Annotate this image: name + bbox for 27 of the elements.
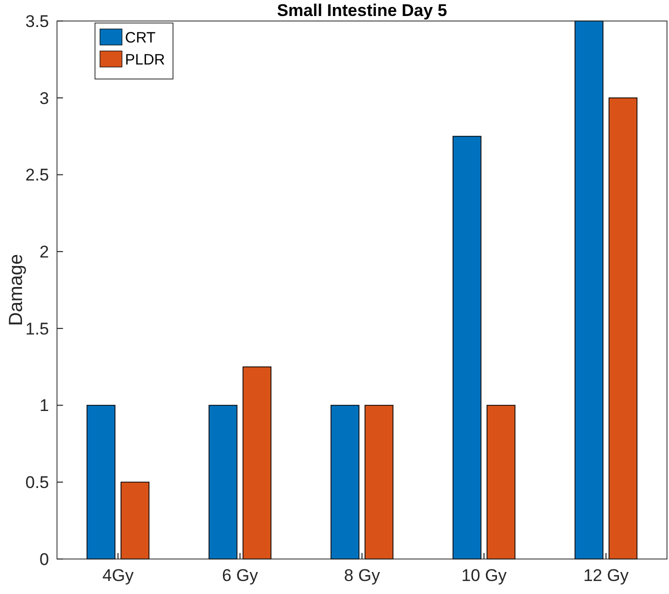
chart-title: Small Intestine Day 5 bbox=[276, 1, 448, 20]
x-tick-label: 6 Gy bbox=[222, 566, 258, 585]
bar bbox=[452, 136, 482, 560]
bar bbox=[486, 404, 516, 560]
y-tick-label: 0.5 bbox=[25, 473, 49, 492]
bar bbox=[120, 482, 150, 560]
bar bbox=[574, 20, 604, 560]
x-tick-label: 12 Gy bbox=[583, 566, 630, 585]
y-tick-label: 2.5 bbox=[25, 166, 49, 185]
y-tick-label: 2 bbox=[40, 242, 49, 262]
bar bbox=[86, 404, 116, 560]
bar bbox=[330, 404, 360, 560]
x-tick-label: 4Gy bbox=[102, 566, 134, 585]
legend-label: PLDR bbox=[125, 51, 166, 68]
bar bbox=[242, 366, 272, 560]
legend-label: CRT bbox=[125, 29, 156, 46]
y-tick-label: 1.5 bbox=[25, 319, 49, 338]
y-tick-label: 3 bbox=[40, 88, 49, 108]
bar bbox=[364, 404, 394, 560]
bar bbox=[608, 97, 638, 560]
y-tick-label: 3.5 bbox=[25, 12, 49, 31]
x-tick-label: 8 Gy bbox=[344, 566, 380, 585]
y-axis-title: Damage bbox=[6, 254, 27, 326]
y-tick-label: 1 bbox=[40, 396, 49, 416]
y-tick-label: 0 bbox=[40, 550, 49, 569]
bar bbox=[208, 404, 238, 560]
x-tick-label: 10 Gy bbox=[461, 566, 508, 585]
